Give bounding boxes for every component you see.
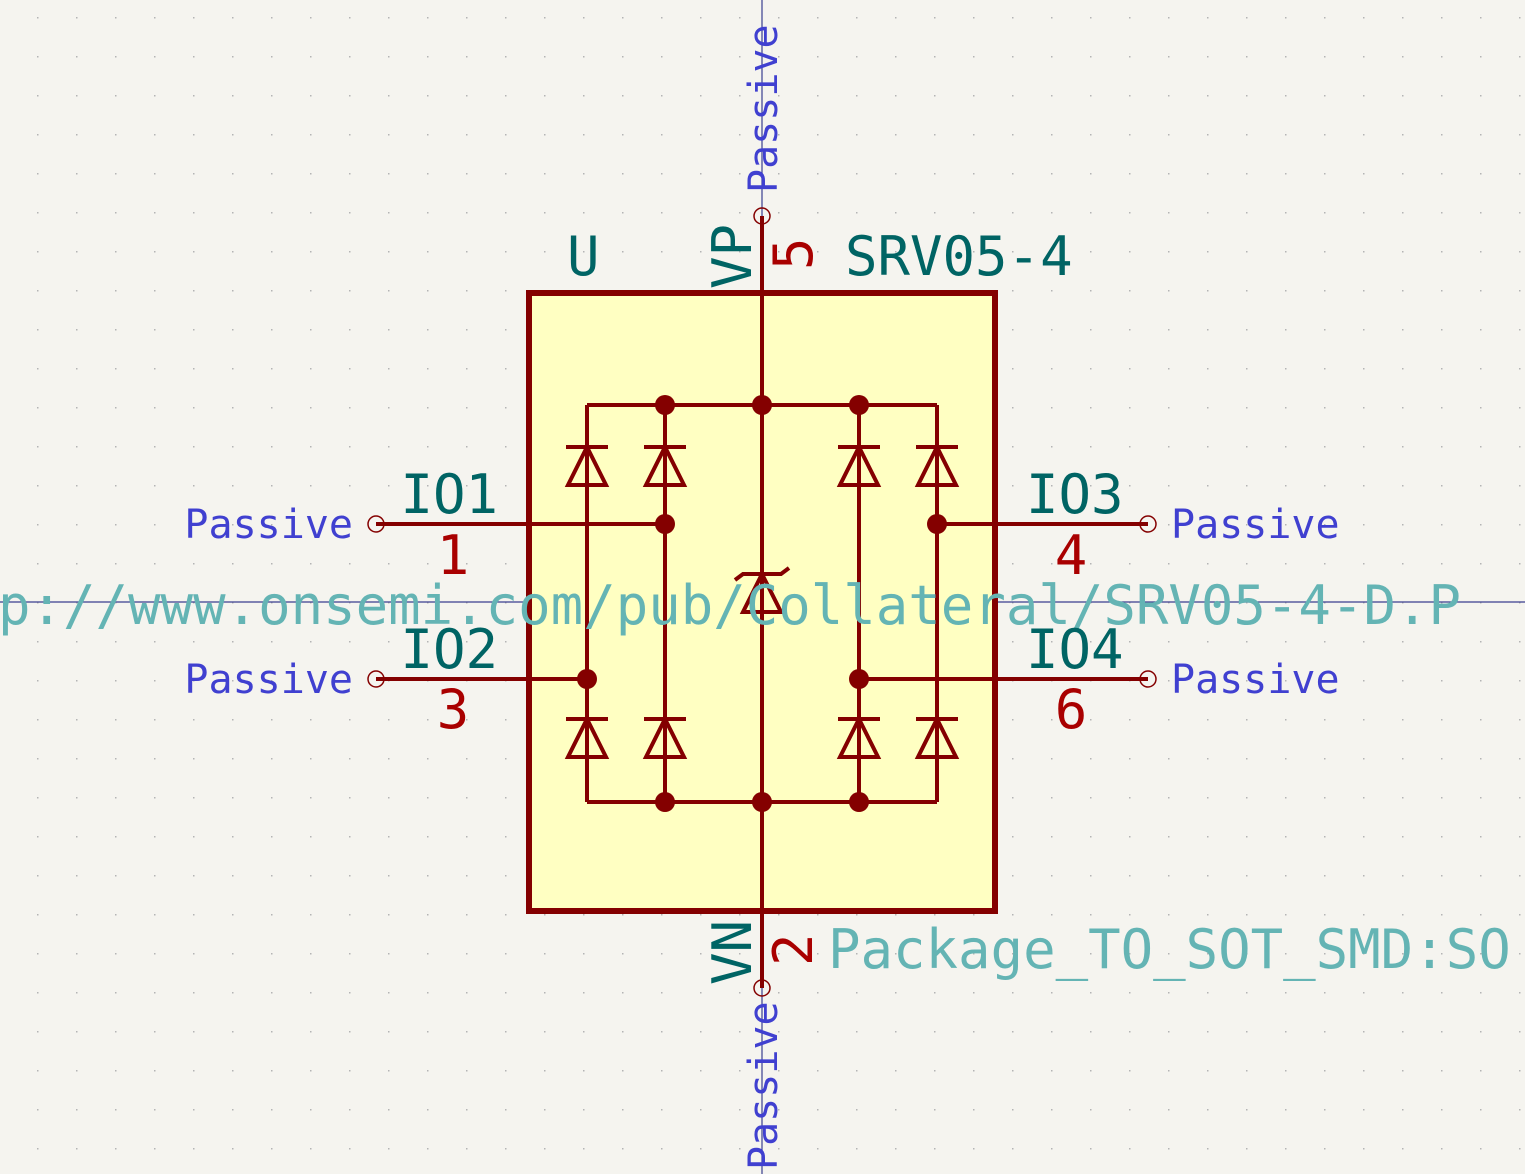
diode-d6 [642, 714, 688, 759]
pin-name-vn: VN [701, 920, 764, 985]
pin-name-io4: IO4 [1026, 618, 1124, 681]
pin-vn[interactable] [753, 911, 771, 997]
pin-io3[interactable] [995, 515, 1157, 533]
diode-d4 [914, 442, 960, 487]
pin-lines [367, 207, 1157, 997]
pin-number-io2: 3 [437, 678, 470, 741]
pin-type-io4: Passive [1171, 657, 1340, 703]
pin-name-vp: VP [701, 224, 764, 289]
diode-d7 [836, 714, 882, 759]
diode-d8 [914, 714, 960, 759]
pin-io2[interactable] [367, 670, 529, 688]
pin-type-io2: Passive [184, 657, 353, 703]
pin-name-io1: IO1 [400, 463, 498, 526]
diode-d2 [642, 442, 688, 487]
diode-d1 [564, 442, 610, 487]
pin-io4[interactable] [995, 670, 1157, 688]
footprint-field: Package_TO_SOT_SMD:SO [828, 918, 1511, 981]
reference-field: U [567, 225, 600, 288]
pin-number-vp: 5 [762, 237, 825, 270]
datasheet-field: p://www.onsemi.com/pub/Collateral/SRV05-… [0, 574, 1461, 637]
pin-number-io3: 4 [1055, 524, 1088, 587]
junctions [577, 395, 947, 812]
pin-type-vp: Passive [741, 24, 787, 193]
pin-number-io4: 6 [1055, 678, 1088, 741]
pin-io1[interactable] [367, 515, 529, 533]
diode-array [564, 442, 960, 759]
zener-diode [733, 566, 791, 614]
pin-type-vn: Passive [741, 1001, 787, 1170]
pin-type-io3: Passive [1171, 502, 1340, 548]
pin-number-vn: 2 [762, 933, 825, 966]
diode-d5 [564, 714, 610, 759]
diode-d3 [836, 442, 882, 487]
pin-name-io3: IO3 [1026, 463, 1124, 526]
pin-vp[interactable] [753, 207, 771, 293]
pin-number-io1: 1 [437, 524, 470, 587]
value-field: SRV05-4 [845, 225, 1073, 288]
pin-type-io1: Passive [184, 502, 353, 548]
pin-name-io2: IO2 [400, 618, 498, 681]
